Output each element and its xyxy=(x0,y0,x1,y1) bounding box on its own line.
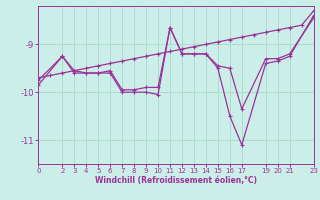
X-axis label: Windchill (Refroidissement éolien,°C): Windchill (Refroidissement éolien,°C) xyxy=(95,176,257,185)
